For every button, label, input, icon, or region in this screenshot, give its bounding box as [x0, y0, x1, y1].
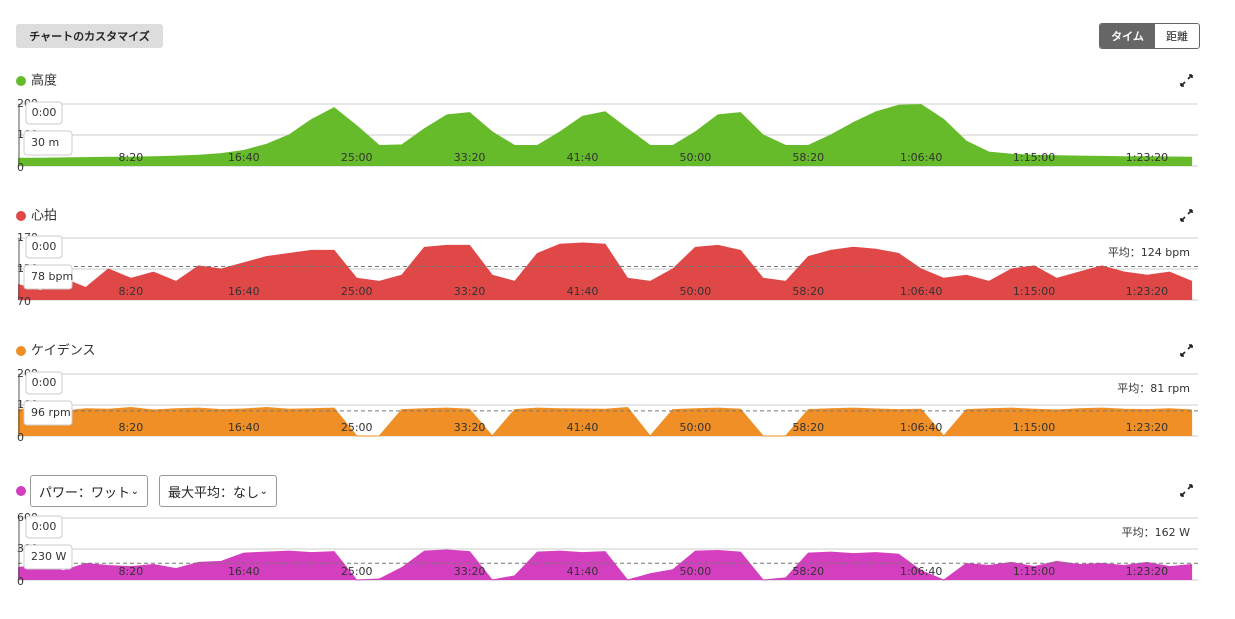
tooltip-value: 78 bpm: [31, 270, 73, 283]
toggle: タイム 距離: [1099, 23, 1200, 49]
selector-label: 最大平均：なし: [168, 485, 260, 501]
chevron: ⌄: [130, 485, 139, 497]
average-label: 平均：124 bpm: [1108, 246, 1190, 259]
area-fill: [18, 243, 1193, 300]
x-tick-label: 8:20: [119, 421, 144, 434]
expand-icon: [1180, 344, 1193, 357]
x-tick-label: 33:20: [454, 151, 486, 164]
x-tick-label: 1:23:20: [1126, 421, 1168, 434]
x-tick-label: 33:20: [454, 285, 486, 298]
chart-title: 高度: [31, 73, 57, 89]
area-fill: [18, 407, 1193, 436]
chart-title: 心拍: [31, 209, 57, 224]
y-tick-label: 70: [17, 295, 31, 308]
tooltip-time-box: [25, 371, 63, 395]
x-tick-label: 16:40: [228, 421, 260, 434]
tooltip-value-box: [23, 264, 73, 290]
x-tick-label: 1:23:20: [1126, 285, 1168, 298]
tooltip-value: 30 m: [31, 136, 59, 149]
x-tick-label: 1:06:40: [900, 151, 942, 164]
tooltip-time-box: [25, 515, 63, 539]
tooltip-time: 0:00: [32, 240, 57, 253]
x-tick-label: 41:40: [567, 565, 599, 578]
x-tick-label: 1:06:40: [900, 421, 942, 434]
x-tick-label: 1:15:00: [1013, 565, 1055, 578]
x-tick-label: 50:00: [680, 151, 712, 164]
x-tick-label: 41:40: [567, 151, 599, 164]
expand-icon: [1180, 484, 1193, 497]
x-tick-label: 16:40: [228, 565, 260, 578]
x-tick-label: 16:40: [228, 285, 260, 298]
x-tick-label: 25:00: [341, 421, 373, 434]
toggle-time[interactable]: タイム: [1100, 24, 1155, 48]
x-tick-label: 1:06:40: [900, 285, 942, 298]
x-tick-label: 1:15:00: [1013, 285, 1055, 298]
selector[interactable]: パワー：ワット ⌄: [30, 475, 148, 507]
x-tick-label: 1:15:00: [1013, 151, 1055, 164]
x-tick-label: 41:40: [567, 421, 599, 434]
x-tick-label: 8:20: [119, 285, 144, 298]
selector[interactable]: 最大平均：なし ⌄: [159, 475, 277, 507]
average-label: 平均：81 rpm: [1117, 382, 1190, 395]
tooltip-value-box: [23, 130, 73, 156]
y-tick-label: 0: [17, 575, 24, 588]
x-tick-label: 50:00: [680, 421, 712, 434]
selector-label: パワー：ワット: [39, 485, 131, 501]
chevron: ⌄: [259, 485, 268, 497]
average-label: 平均：162 W: [1122, 526, 1190, 539]
customize-button[interactable]: チャートのカスタマイズ: [16, 24, 163, 48]
area-fill: [18, 550, 1193, 580]
tooltip-value: 96 rpm: [31, 406, 71, 419]
x-tick-label: 16:40: [228, 151, 260, 164]
expand-icon: [1180, 209, 1193, 222]
tooltip-time-box: [25, 101, 63, 125]
x-tick-label: 1:15:00: [1013, 421, 1055, 434]
x-tick-label: 41:40: [567, 285, 599, 298]
tooltip-value-box: [23, 544, 73, 570]
tooltip-value: 230 W: [31, 550, 66, 563]
x-tick-label: 25:00: [341, 565, 373, 578]
y-tick-label: 0: [17, 161, 24, 174]
x-tick-label: 1:06:40: [900, 565, 942, 578]
area-line: [18, 104, 1193, 159]
toggle-distance[interactable]: 距離: [1166, 30, 1188, 43]
area-line: [17, 549, 1193, 581]
x-tick-label: 58:20: [792, 285, 824, 298]
x-tick-label: 1:23:20: [1126, 565, 1168, 578]
expand-icon: [1180, 74, 1193, 87]
x-tick-label: 33:20: [454, 565, 486, 578]
x-tick-label: 50:00: [680, 565, 712, 578]
x-tick-label: 25:00: [341, 151, 373, 164]
x-tick-label: 8:20: [119, 151, 144, 164]
tooltip-time: 0:00: [32, 106, 57, 119]
x-tick-label: 33:20: [454, 421, 486, 434]
area-line: [17, 242, 1193, 292]
x-tick-label: 25:00: [341, 285, 373, 298]
x-tick-label: 58:20: [792, 151, 824, 164]
tooltip-time-box: [25, 235, 63, 259]
legend-dot: [16, 76, 26, 86]
legend-dot: [16, 486, 26, 496]
tooltip-time: 0:00: [32, 376, 57, 389]
legend-dot: [16, 346, 26, 356]
y-tick-label: 0: [17, 431, 24, 444]
x-tick-label: 58:20: [792, 565, 824, 578]
area-line: [17, 406, 1193, 437]
tooltip-value-box: [23, 400, 73, 426]
legend-dot: [16, 211, 26, 221]
tooltip-time: 0:00: [32, 520, 57, 533]
x-tick-label: 8:20: [119, 565, 144, 578]
x-tick-label: 1:23:20: [1126, 151, 1168, 164]
x-tick-label: 58:20: [792, 421, 824, 434]
chart-title: ケイデンス: [31, 343, 95, 359]
x-tick-label: 50:00: [680, 285, 712, 298]
